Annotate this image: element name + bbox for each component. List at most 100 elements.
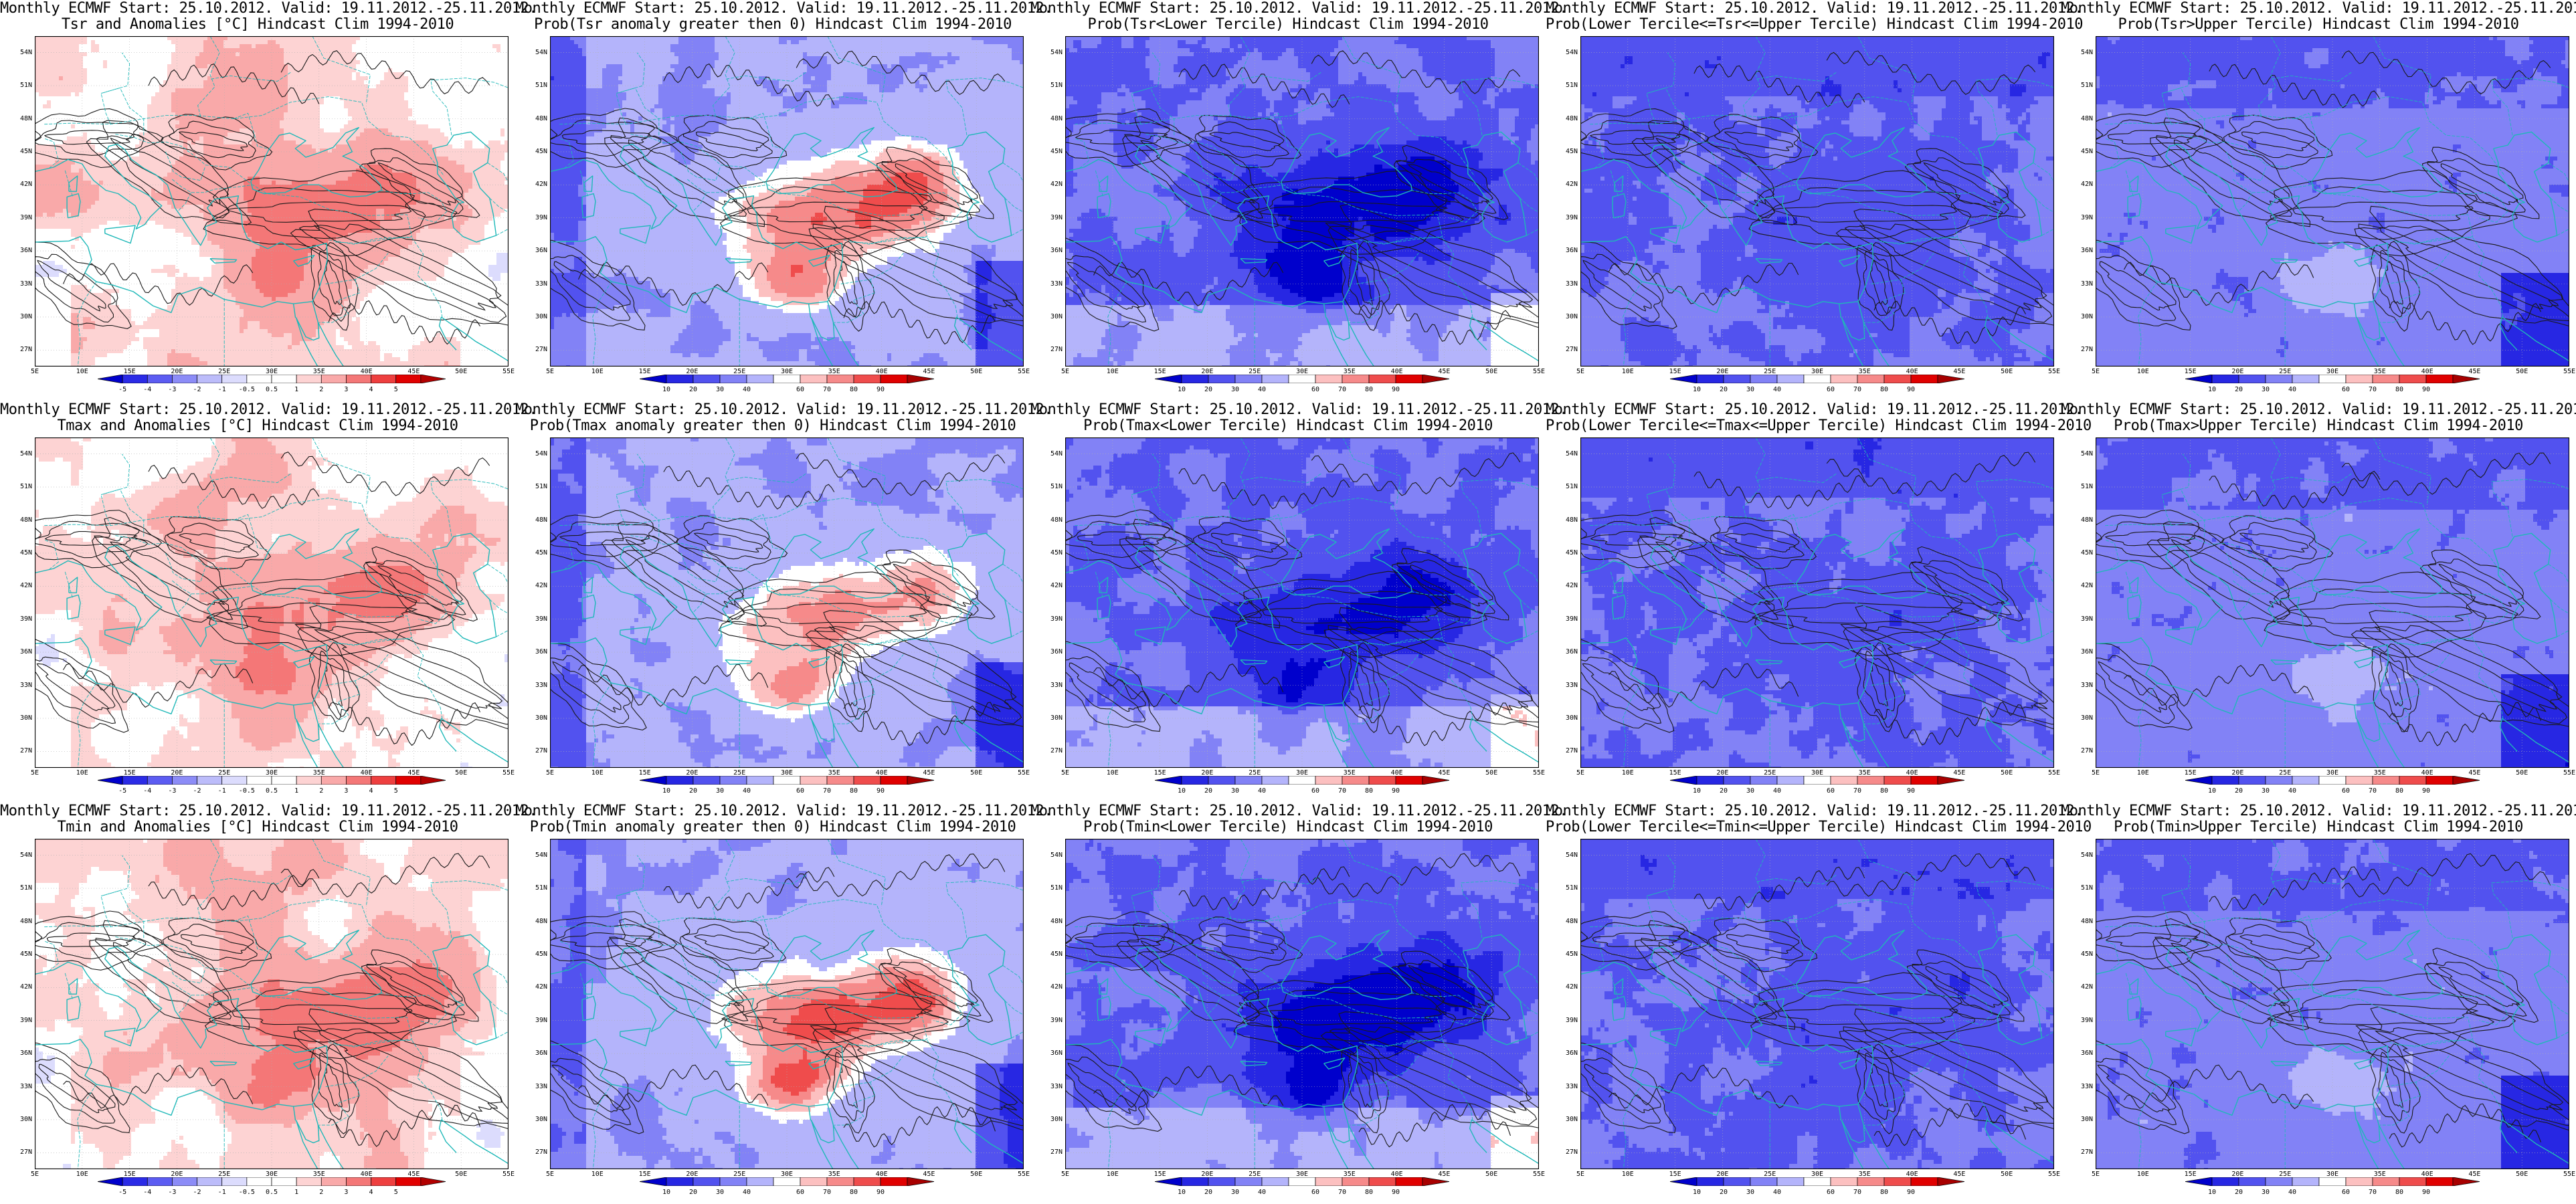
colorbar-swatch — [1288, 776, 1316, 785]
lat-tick-label: 33N — [535, 681, 547, 689]
colorbar-swatch — [296, 1177, 322, 1186]
colorbar-swatch — [197, 1177, 223, 1186]
lat-tick-label: 51N — [19, 884, 32, 892]
lon-tick-label: 20E — [686, 769, 699, 777]
colorbar-label: 5 — [393, 386, 398, 393]
country-borders — [1590, 437, 2054, 768]
map-panel: Monthly ECMWF Start: 25.10.2012. Valid: … — [0, 803, 537, 1204]
map-panel: Monthly ECMWF Start: 25.10.2012. Valid: … — [1546, 803, 2092, 1204]
lat-tick-label: 33N — [1565, 280, 1578, 288]
colorbar-label: 5 — [393, 787, 398, 795]
colorbar-swatch — [2292, 1177, 2320, 1186]
country-borders — [1075, 437, 1539, 768]
lat-tick-label: 54N — [2080, 48, 2093, 56]
colorbar-label: 70 — [1853, 386, 1862, 393]
colorbar-swatch — [1342, 776, 1370, 785]
colorbar-label: 40 — [2288, 386, 2297, 393]
colorbar-svg — [640, 375, 934, 383]
lon-tick-label: 25E — [2279, 769, 2292, 777]
shaded-field — [35, 437, 509, 768]
colorbar-swatch — [1208, 375, 1236, 383]
lat-tick-label: 39N — [535, 1016, 547, 1024]
colorbar-swatch — [2452, 375, 2480, 383]
colorbar-label: 40 — [742, 1189, 751, 1196]
lon-tick-label: 15E — [2184, 1171, 2197, 1178]
map-svg — [2096, 437, 2569, 768]
colorbar-label: 90 — [876, 1189, 885, 1196]
lat-tick-label: 51N — [1050, 884, 1063, 892]
colorbar-label: 70 — [822, 1189, 832, 1196]
colorbar-label: -4 — [143, 386, 152, 393]
map-canvas — [1580, 437, 2054, 768]
colorbar-swatch — [122, 1177, 148, 1186]
lon-tick-label: 15E — [123, 368, 136, 375]
country-borders — [1075, 36, 1539, 367]
map-svg — [1065, 839, 1539, 1169]
colorbar-swatch — [693, 776, 721, 785]
colorbar-label: 60 — [1826, 787, 1835, 795]
colorbar-label: 40 — [2288, 1189, 2297, 1196]
lat-tick-label: 42N — [2080, 582, 2093, 590]
lon-tick-label: 5E — [1576, 368, 1585, 375]
lat-tick-label: 33N — [2080, 280, 2093, 288]
shaded-field — [2096, 839, 2569, 1169]
colorbar-swatch — [800, 776, 828, 785]
colorbar-label: 70 — [1853, 787, 1862, 795]
shaded-field — [1065, 437, 1539, 768]
lat-tick-label: 36N — [2080, 1049, 2093, 1058]
lat-tick-label: 36N — [19, 247, 32, 255]
colorbar-label: 5 — [393, 1189, 398, 1196]
lat-tick-label: 33N — [1565, 1082, 1578, 1090]
lat-tick-label: 36N — [2080, 648, 2093, 656]
lon-tick-label: 50E — [455, 1171, 468, 1178]
colorbar-swatch — [693, 375, 721, 383]
lon-tick-label: 55E — [2563, 769, 2576, 777]
colorbar-swatch — [800, 375, 828, 383]
lat-tick-label: 48N — [19, 917, 32, 925]
colorbar-swatch — [1395, 1177, 1423, 1186]
colorbar-swatch — [221, 776, 248, 785]
lon-tick-label: 20E — [2231, 1171, 2244, 1178]
colorbar-label: 60 — [796, 787, 805, 795]
lon-tick-label: 55E — [2563, 368, 2576, 375]
lat-tick-label: 30N — [19, 312, 32, 320]
lat-tick-label: 36N — [19, 1049, 32, 1058]
colorbar-swatch — [1857, 375, 1885, 383]
colorbar-label: 30 — [1746, 386, 1755, 393]
lat-tick-label: 33N — [19, 280, 32, 288]
colorbar-swatch — [880, 375, 908, 383]
lon-tick-label: 40E — [360, 368, 373, 375]
map-canvas — [550, 437, 1024, 768]
lon-tick-label: 40E — [1390, 769, 1403, 777]
panel-title-line1: Monthly ECMWF Start: 25.10.2012. Valid: … — [1030, 401, 1568, 418]
lon-tick-label: 25E — [2279, 368, 2292, 375]
lat-tick-label: 27N — [1050, 346, 1063, 354]
panel-title-line1: Monthly ECMWF Start: 25.10.2012. Valid: … — [1546, 803, 2083, 819]
map-panel: Monthly ECMWF Start: 25.10.2012. Valid: … — [1030, 401, 1568, 803]
lon-tick-label: 55E — [2563, 1171, 2576, 1178]
lat-tick-label: 45N — [2080, 950, 2093, 958]
colorbar-swatch — [1776, 776, 1805, 785]
lon-tick-label: 30E — [265, 1171, 278, 1178]
colorbar-swatch — [2318, 1177, 2347, 1186]
panel-title-line1: Monthly ECMWF Start: 25.10.2012. Valid: … — [515, 803, 1052, 819]
lon-tick-label: 10E — [76, 368, 88, 375]
lat-tick-label: 48N — [1050, 114, 1063, 122]
lat-tick-label: 48N — [19, 114, 32, 122]
lat-tick-label: 33N — [19, 681, 32, 689]
lon-tick-label: 55E — [2047, 1171, 2061, 1178]
lon-tick-label: 40E — [1390, 368, 1403, 375]
colorbar-swatch — [773, 375, 801, 383]
lat-tick-label: 54N — [19, 449, 32, 458]
lat-tick-label: 54N — [535, 48, 547, 56]
lat-tick-label: 45N — [19, 548, 32, 557]
lat-tick-label: 48N — [19, 516, 32, 524]
colorbar-swatch — [2425, 776, 2454, 785]
colorbar-swatch — [147, 1177, 173, 1186]
colorbar-label: 20 — [688, 1189, 698, 1196]
colorbar-swatch — [719, 375, 747, 383]
colorbar-swatch — [2345, 1177, 2373, 1186]
lon-tick-label: 35E — [1858, 1171, 1871, 1178]
lon-tick-label: 40E — [2421, 368, 2433, 375]
coastlines — [1580, 528, 2054, 768]
